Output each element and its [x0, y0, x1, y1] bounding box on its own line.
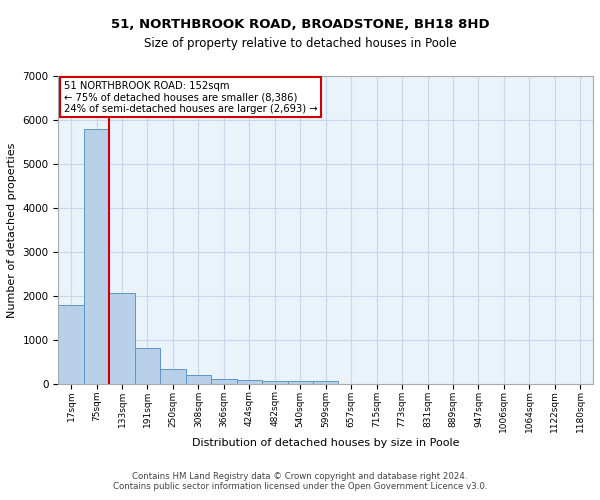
- Bar: [262, 380, 287, 384]
- Text: 51 NORTHBROOK ROAD: 152sqm
← 75% of detached houses are smaller (8,386)
24% of s: 51 NORTHBROOK ROAD: 152sqm ← 75% of deta…: [64, 80, 317, 114]
- Y-axis label: Number of detached properties: Number of detached properties: [7, 142, 17, 318]
- Bar: [313, 382, 338, 384]
- Bar: [84, 129, 109, 384]
- Bar: [211, 379, 236, 384]
- Bar: [109, 294, 135, 384]
- Text: Contains HM Land Registry data © Crown copyright and database right 2024.
Contai: Contains HM Land Registry data © Crown c…: [113, 472, 487, 491]
- Bar: [58, 305, 84, 384]
- Bar: [160, 369, 185, 384]
- Bar: [236, 380, 262, 384]
- Bar: [185, 375, 211, 384]
- X-axis label: Distribution of detached houses by size in Poole: Distribution of detached houses by size …: [192, 438, 460, 448]
- Bar: [135, 348, 160, 384]
- Text: Size of property relative to detached houses in Poole: Size of property relative to detached ho…: [143, 38, 457, 51]
- Text: 51, NORTHBROOK ROAD, BROADSTONE, BH18 8HD: 51, NORTHBROOK ROAD, BROADSTONE, BH18 8H…: [110, 18, 490, 30]
- Bar: [287, 381, 313, 384]
